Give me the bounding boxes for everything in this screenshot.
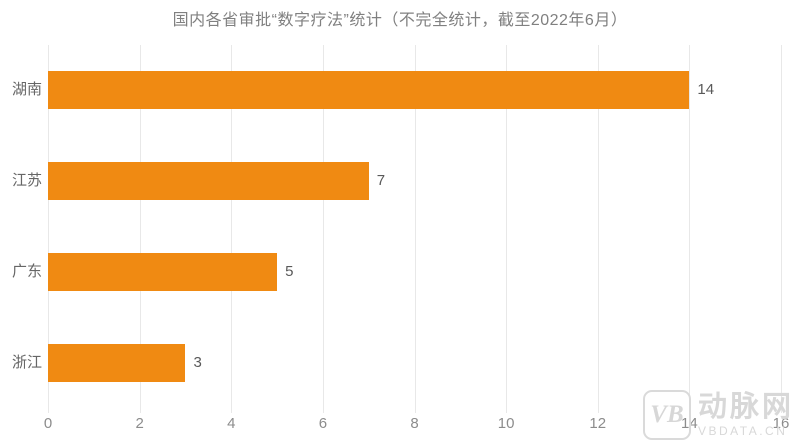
gridline	[506, 45, 508, 413]
x-tick-label: 6	[318, 415, 328, 432]
category-label: 广东	[11, 262, 42, 280]
bar	[48, 343, 186, 382]
watermark: VB 动脉网 VBDATA.CN	[642, 390, 794, 440]
x-tick-label: 16	[772, 415, 790, 432]
gridline	[781, 45, 782, 413]
watermark-text: 动脉网 VBDATA.CN	[697, 391, 794, 438]
x-tick-label: 10	[497, 415, 515, 432]
gridline	[414, 45, 416, 413]
category-label: 浙江	[11, 353, 42, 371]
watermark-vb-logo-icon: VB	[642, 390, 691, 440]
gridline	[48, 45, 49, 413]
category-label: 江苏	[11, 172, 42, 190]
gridline	[139, 45, 141, 413]
x-tick-label: 4	[227, 415, 236, 432]
value-label: 3	[193, 353, 202, 371]
watermark-domain: VBDATA.CN	[697, 424, 788, 438]
gridline	[322, 45, 324, 413]
value-label: 14	[697, 81, 715, 99]
category-label: 湖南	[11, 81, 42, 99]
gridline	[597, 45, 599, 413]
gridline	[231, 45, 233, 413]
x-tick-label: 0	[43, 415, 53, 432]
value-label: 7	[376, 172, 386, 190]
x-tick-label: 8	[410, 415, 419, 432]
bar	[48, 162, 369, 201]
bar	[48, 252, 278, 291]
value-label: 5	[285, 262, 294, 280]
chart-title: 国内各省审批“数字疗法”统计（不完全统计，截至2022年6月）	[172, 12, 628, 29]
watermark-logo-text: VB	[650, 401, 684, 428]
bar	[48, 71, 690, 110]
x-tick-label: 12	[589, 415, 607, 432]
watermark-brand-name: 动脉网	[697, 391, 794, 423]
x-tick-label: 2	[135, 415, 144, 432]
gridline	[689, 45, 691, 413]
